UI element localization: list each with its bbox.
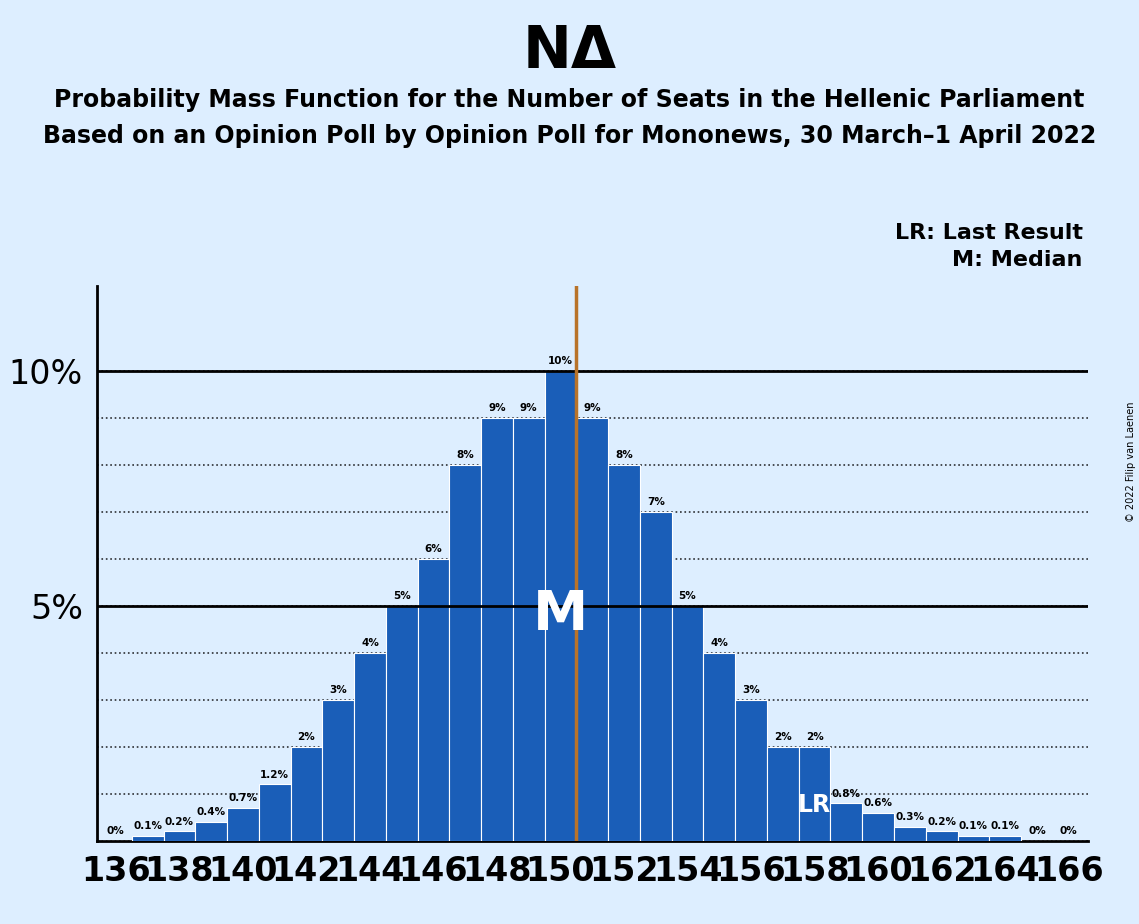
- Text: 9%: 9%: [583, 403, 601, 413]
- Bar: [672, 606, 704, 841]
- Text: 0.2%: 0.2%: [927, 817, 956, 827]
- Text: 0.6%: 0.6%: [863, 798, 893, 808]
- Bar: [608, 465, 640, 841]
- Bar: [227, 808, 259, 841]
- Text: 10%: 10%: [548, 357, 573, 366]
- Text: 0.7%: 0.7%: [228, 793, 257, 803]
- Bar: [862, 812, 894, 841]
- Bar: [735, 699, 767, 841]
- Text: 8%: 8%: [615, 450, 633, 460]
- Text: 2%: 2%: [805, 732, 823, 742]
- Text: 5%: 5%: [393, 591, 410, 602]
- Text: © 2022 Filip van Laenen: © 2022 Filip van Laenen: [1125, 402, 1136, 522]
- Bar: [830, 803, 862, 841]
- Bar: [958, 836, 990, 841]
- Bar: [450, 465, 481, 841]
- Bar: [640, 512, 672, 841]
- Bar: [386, 606, 418, 841]
- Bar: [354, 653, 386, 841]
- Bar: [259, 784, 290, 841]
- Text: LR: Last Result: LR: Last Result: [895, 223, 1083, 243]
- Text: 0%: 0%: [1059, 826, 1077, 836]
- Text: 0.2%: 0.2%: [165, 817, 194, 827]
- Text: 5%: 5%: [679, 591, 696, 602]
- Bar: [195, 822, 227, 841]
- Text: 2%: 2%: [297, 732, 316, 742]
- Bar: [926, 832, 958, 841]
- Text: 9%: 9%: [519, 403, 538, 413]
- Text: NΔ: NΔ: [523, 23, 616, 80]
- Bar: [990, 836, 1021, 841]
- Bar: [164, 832, 195, 841]
- Text: 4%: 4%: [361, 638, 379, 649]
- Text: 4%: 4%: [711, 638, 728, 649]
- Text: 0.4%: 0.4%: [197, 808, 226, 818]
- Text: 8%: 8%: [457, 450, 474, 460]
- Bar: [322, 699, 354, 841]
- Bar: [481, 418, 513, 841]
- Bar: [132, 836, 164, 841]
- Text: LR: LR: [798, 793, 831, 817]
- Text: 0.1%: 0.1%: [133, 821, 162, 832]
- Text: 9%: 9%: [489, 403, 506, 413]
- Text: 1.2%: 1.2%: [260, 770, 289, 780]
- Bar: [767, 747, 798, 841]
- Bar: [290, 747, 322, 841]
- Text: Probability Mass Function for the Number of Seats in the Hellenic Parliament: Probability Mass Function for the Number…: [55, 88, 1084, 112]
- Bar: [894, 827, 926, 841]
- Text: 0.1%: 0.1%: [991, 821, 1019, 832]
- Bar: [704, 653, 735, 841]
- Text: 6%: 6%: [425, 544, 442, 554]
- Text: M: M: [533, 589, 588, 642]
- Bar: [576, 418, 608, 841]
- Text: 2%: 2%: [775, 732, 792, 742]
- Bar: [513, 418, 544, 841]
- Text: 3%: 3%: [329, 686, 347, 695]
- Bar: [544, 371, 576, 841]
- Text: 0.8%: 0.8%: [831, 788, 861, 798]
- Bar: [418, 559, 450, 841]
- Text: 0%: 0%: [1029, 826, 1046, 836]
- Text: 7%: 7%: [647, 497, 665, 507]
- Text: 0%: 0%: [107, 826, 125, 836]
- Text: M: Median: M: Median: [952, 250, 1083, 271]
- Text: Based on an Opinion Poll by Opinion Poll for Mononews, 30 March–1 April 2022: Based on an Opinion Poll by Opinion Poll…: [43, 124, 1096, 148]
- Bar: [798, 747, 830, 841]
- Text: 0.1%: 0.1%: [959, 821, 988, 832]
- Text: 3%: 3%: [743, 686, 760, 695]
- Text: 0.3%: 0.3%: [895, 812, 925, 822]
